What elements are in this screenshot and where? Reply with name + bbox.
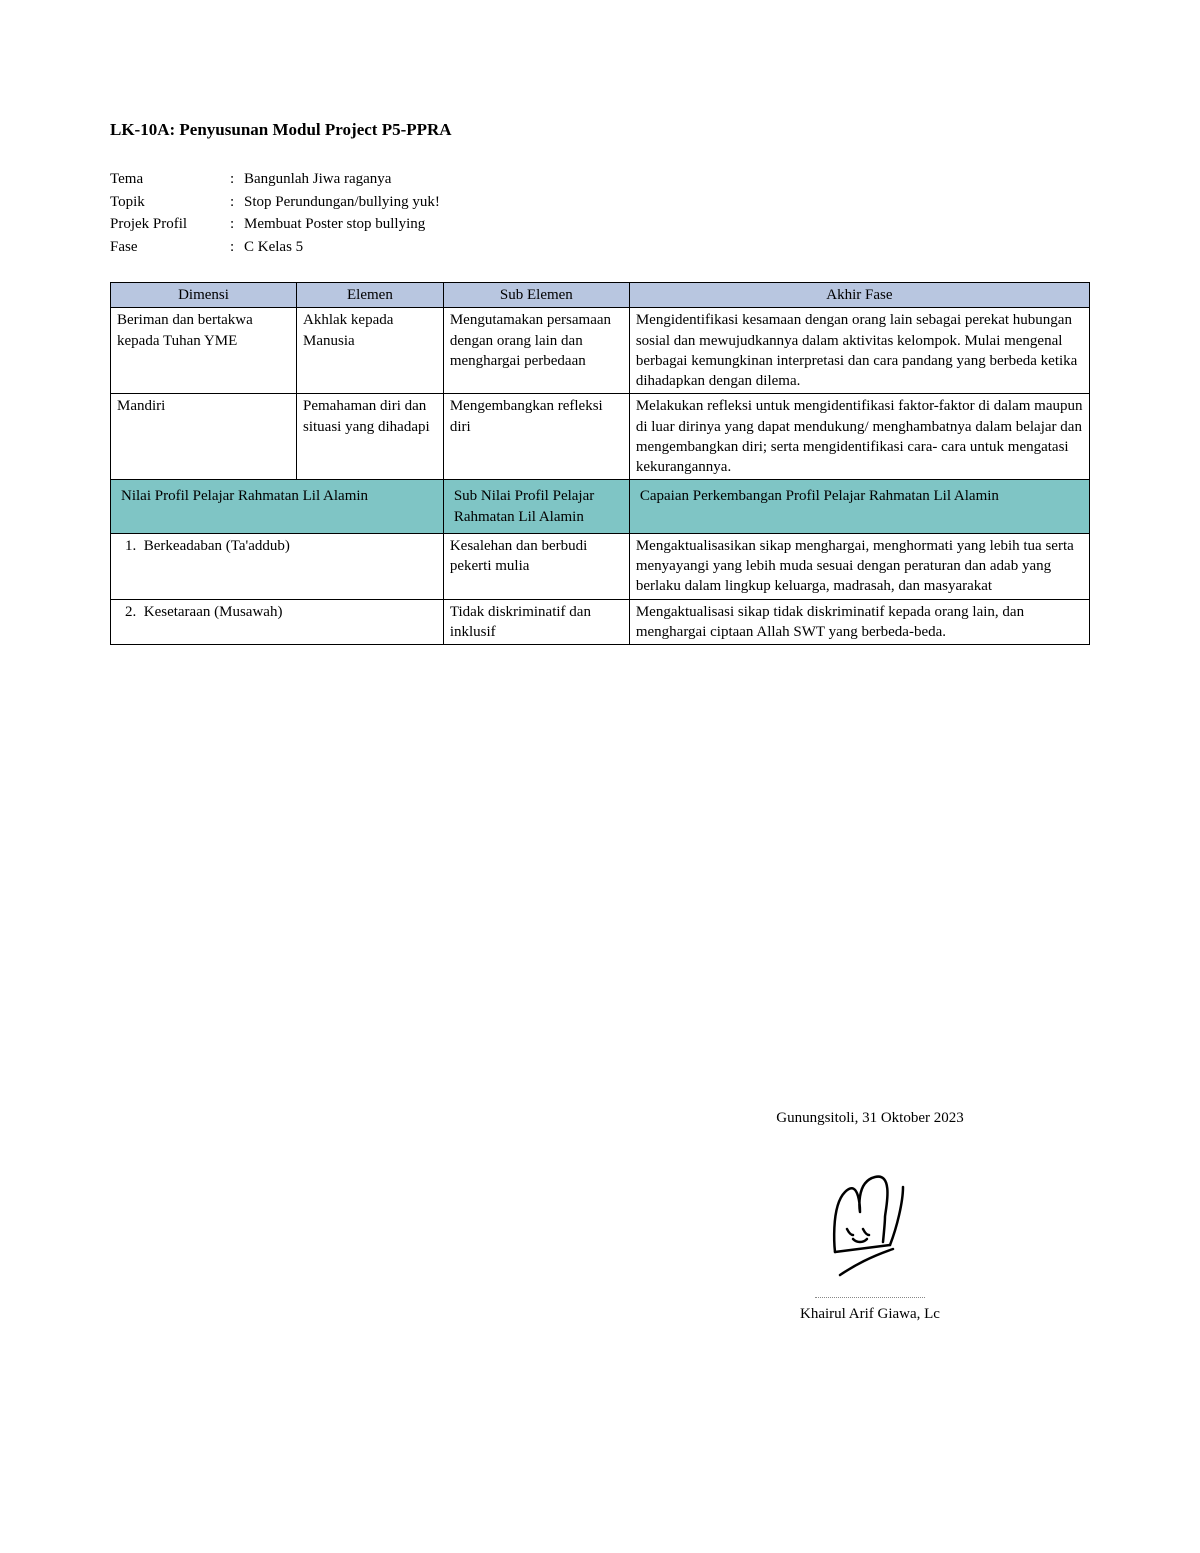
meta-row: Tema : Bangunlah Jiwa raganya xyxy=(110,168,1090,191)
th2-capaian: Capaian Perkembangan Profil Pelajar Rahm… xyxy=(629,480,1089,534)
cell-subnilai: Kesalehan dan berbudi pekerti mulia xyxy=(443,533,629,599)
meta-row: Topik : Stop Perundungan/bullying yuk! xyxy=(110,191,1090,214)
meta-row: Fase : C Kelas 5 xyxy=(110,236,1090,259)
page: LK-10A: Penyusunan Modul Project P5-PPRA… xyxy=(0,0,1200,1553)
cell-subnilai: Tidak diskriminatif dan inklusif xyxy=(443,599,629,645)
meta-value: Bangunlah Jiwa raganya xyxy=(244,168,391,191)
meta-value: C Kelas 5 xyxy=(244,236,303,259)
cell-nilai: 2. Kesetaraan (Musawah) xyxy=(111,599,444,645)
signature-date-place: Gunungsitoli, 31 Oktober 2023 xyxy=(700,1110,1040,1127)
table-header-row: Dimensi Elemen Sub Elemen Akhir Fase xyxy=(111,283,1090,308)
th2-nilai: Nilai Profil Pelajar Rahmatan Lil Alamin xyxy=(111,480,444,534)
cell-akhirfase: Melakukan refleksi untuk mengidentifikas… xyxy=(629,394,1089,480)
table-row: Beriman dan bertakwa kepada Tuhan YME Ak… xyxy=(111,308,1090,394)
meta-separator: : xyxy=(230,191,244,214)
table-row: 2. Kesetaraan (Musawah) Tidak diskrimina… xyxy=(111,599,1090,645)
metadata-block: Tema : Bangunlah Jiwa raganya Topik : St… xyxy=(110,168,1090,258)
table-row: 1. Berkeadaban (Ta'addub) Kesalehan dan … xyxy=(111,533,1090,599)
row-text: Kesetaraan (Musawah) xyxy=(144,604,283,620)
meta-label: Topik xyxy=(110,191,230,214)
cell-subelemen: Mengembangkan refleksi diri xyxy=(443,394,629,480)
meta-label: Projek Profil xyxy=(110,213,230,236)
meta-separator: : xyxy=(230,236,244,259)
signature-block: Gunungsitoli, 31 Oktober 2023 Khairul Ar… xyxy=(700,1110,1040,1323)
row-number: 2. xyxy=(125,604,136,620)
cell-elemen: Pemahaman diri dan situasi yang dihadapi xyxy=(297,394,444,480)
row-text: Berkeadaban (Ta'addub) xyxy=(144,538,290,554)
meta-label: Tema xyxy=(110,168,230,191)
th2-subnilai: Sub Nilai Profil Pelajar Rahmatan Lil Al… xyxy=(443,480,629,534)
th-akhirfase: Akhir Fase xyxy=(629,283,1089,308)
signature-icon xyxy=(785,1157,955,1287)
cell-capaian: Mengaktualisasi sikap tidak diskriminati… xyxy=(629,599,1089,645)
meta-row: Projek Profil : Membuat Poster stop bull… xyxy=(110,213,1090,236)
document-title: LK-10A: Penyusunan Modul Project P5-PPRA xyxy=(110,120,1090,140)
meta-value: Stop Perundungan/bullying yuk! xyxy=(244,191,440,214)
meta-label: Fase xyxy=(110,236,230,259)
th-subelemen: Sub Elemen xyxy=(443,283,629,308)
meta-separator: : xyxy=(230,168,244,191)
cell-elemen: Akhlak kepada Manusia xyxy=(297,308,444,394)
table-subheader-row: Nilai Profil Pelajar Rahmatan Lil Alamin… xyxy=(111,480,1090,534)
cell-akhirfase: Mengidentifikasi kesamaan dengan orang l… xyxy=(629,308,1089,394)
cell-dimensi: Mandiri xyxy=(111,394,297,480)
cell-subelemen: Mengutamakan persamaan dengan orang lain… xyxy=(443,308,629,394)
main-table: Dimensi Elemen Sub Elemen Akhir Fase Ber… xyxy=(110,282,1090,645)
meta-separator: : xyxy=(230,213,244,236)
signature-line xyxy=(815,1297,925,1298)
th-elemen: Elemen xyxy=(297,283,444,308)
meta-value: Membuat Poster stop bullying xyxy=(244,213,425,236)
cell-capaian: Mengaktualisasikan sikap menghargai, men… xyxy=(629,533,1089,599)
signature-name: Khairul Arif Giawa, Lc xyxy=(700,1300,1040,1323)
cell-nilai: 1. Berkeadaban (Ta'addub) xyxy=(111,533,444,599)
cell-dimensi: Beriman dan bertakwa kepada Tuhan YME xyxy=(111,308,297,394)
row-number: 1. xyxy=(125,538,136,554)
table-row: Mandiri Pemahaman diri dan situasi yang … xyxy=(111,394,1090,480)
th-dimensi: Dimensi xyxy=(111,283,297,308)
